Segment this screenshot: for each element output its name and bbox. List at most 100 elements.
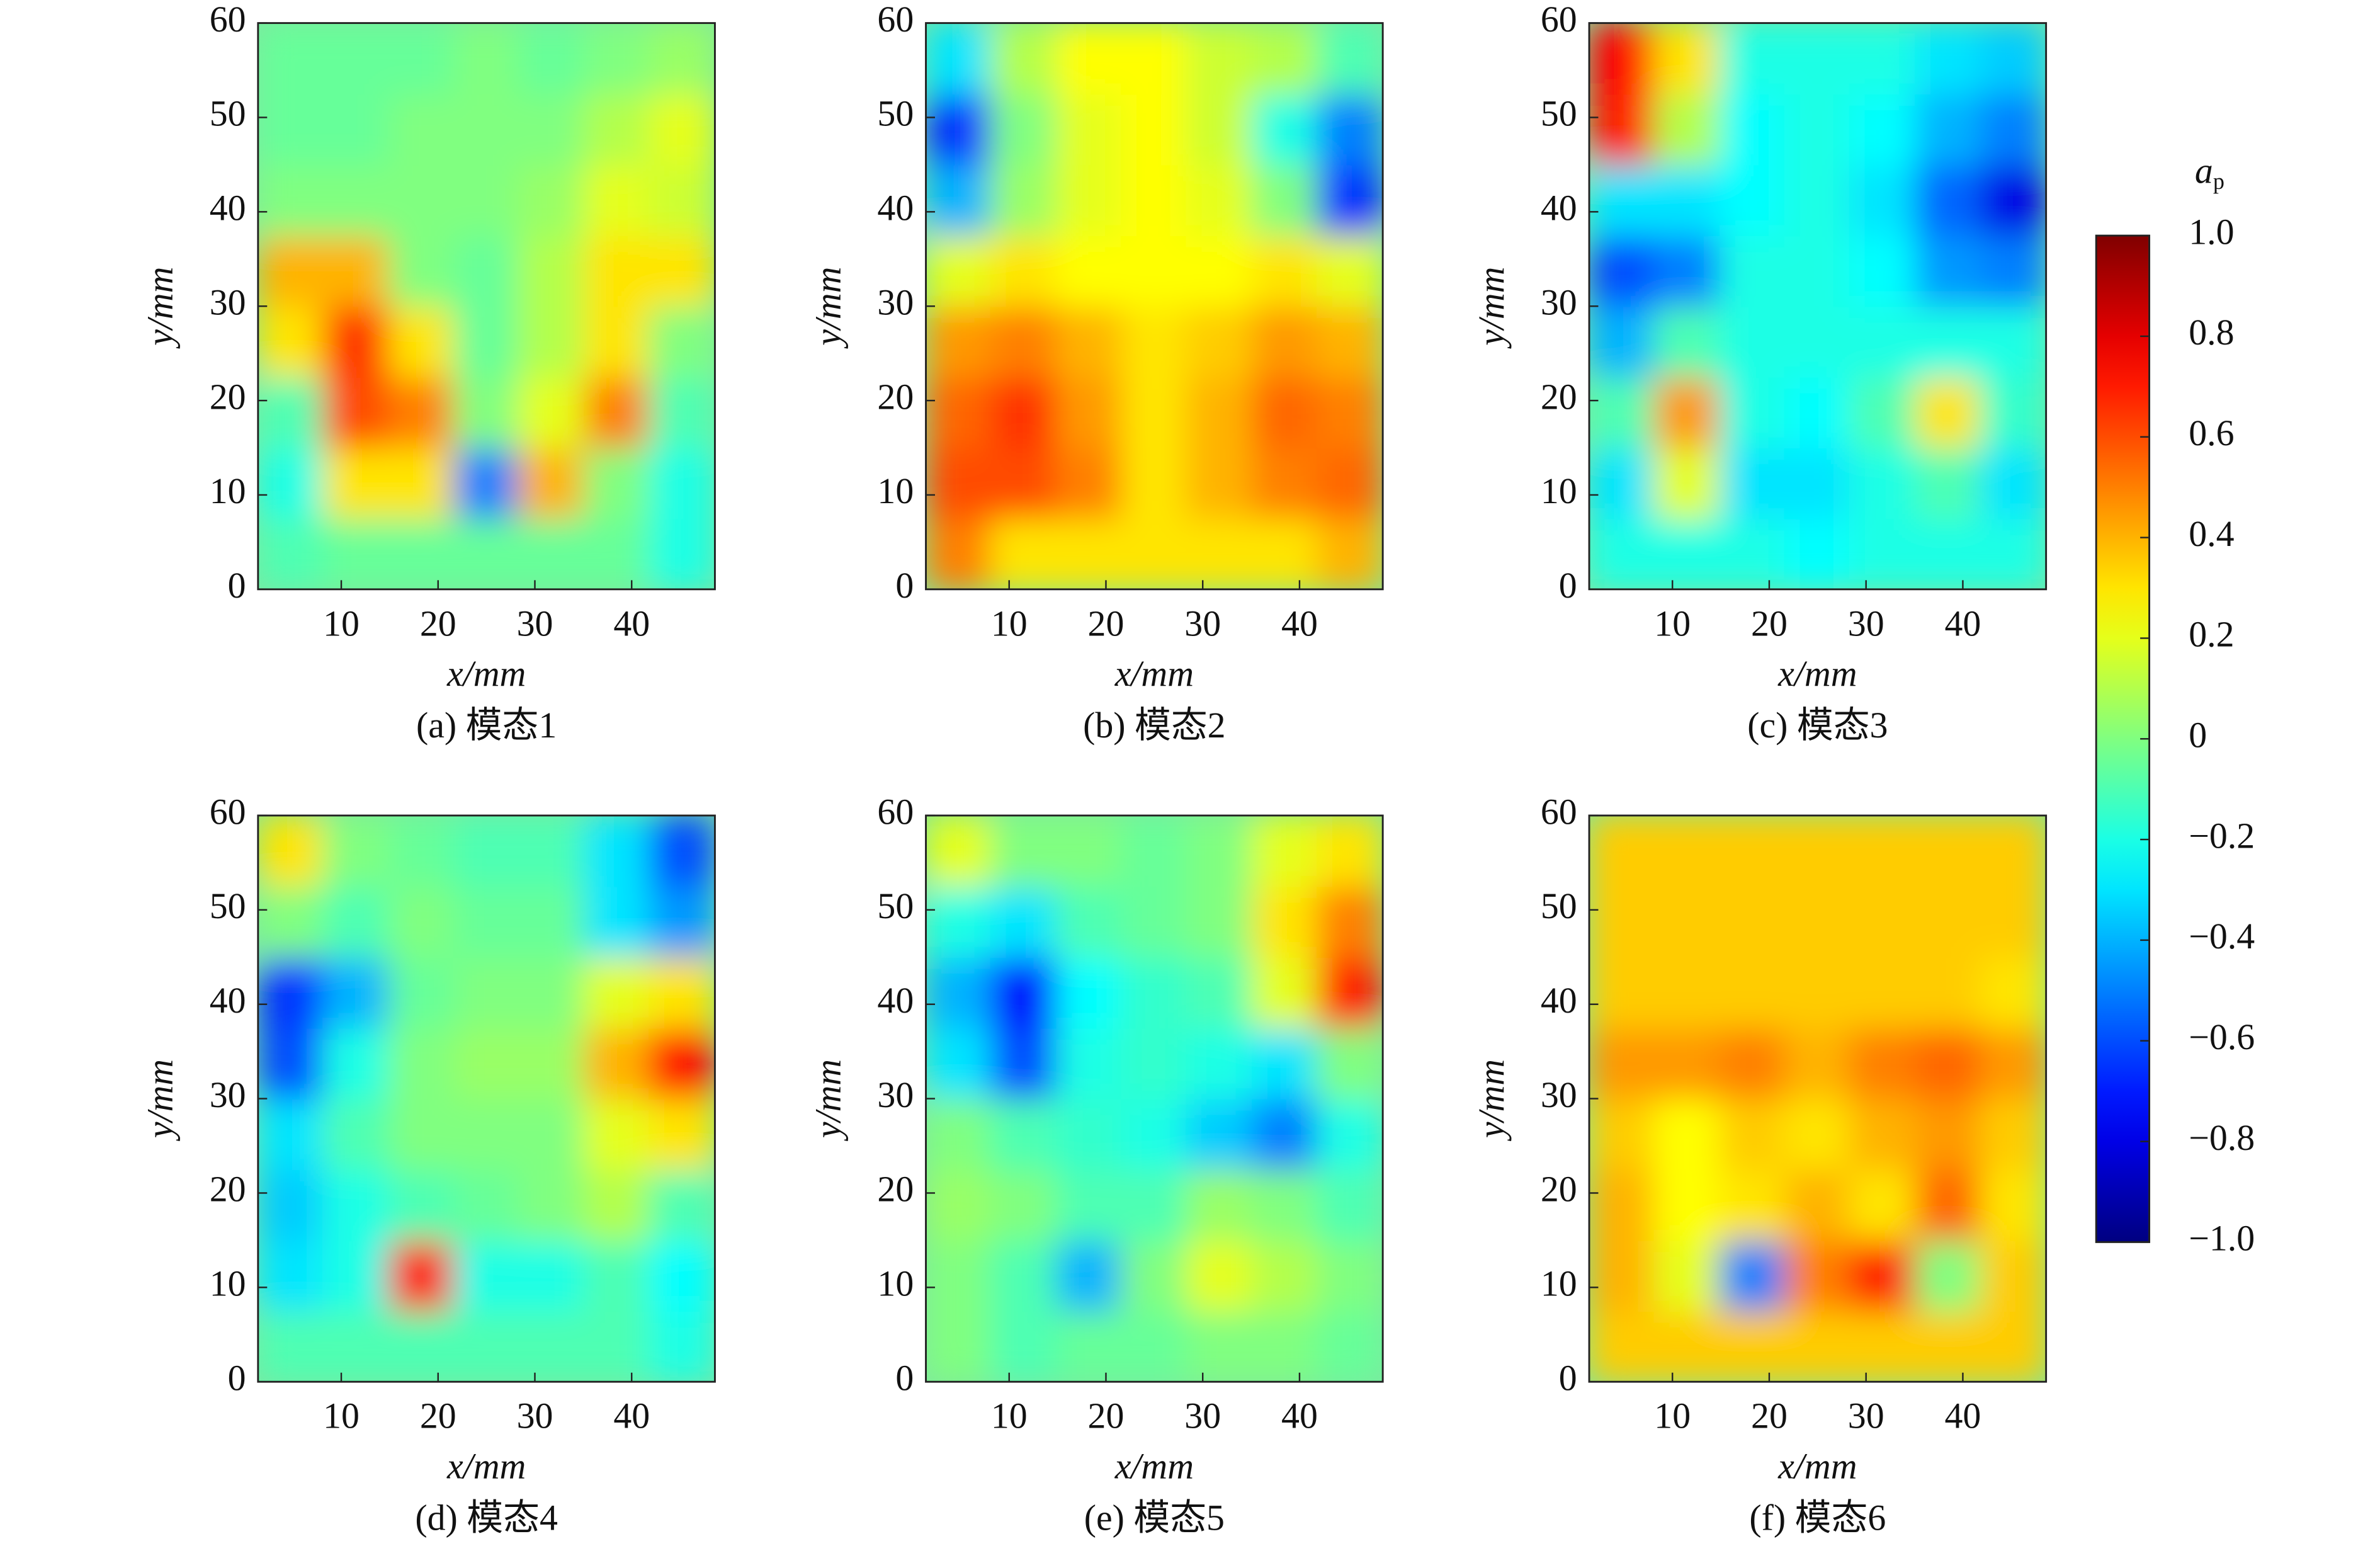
heat-cell xyxy=(584,815,651,887)
heat-cell xyxy=(1653,885,1721,958)
heat-cell xyxy=(1121,1098,1188,1171)
heat-cell xyxy=(1849,1310,1916,1382)
heat-cell xyxy=(1849,446,1916,520)
heat-cell xyxy=(1589,885,1656,958)
x-axis-label: x/mm xyxy=(446,653,526,694)
panel-caption: (a) 模态1 xyxy=(416,705,557,746)
heat-cell xyxy=(1316,1098,1383,1171)
y-tick-label: 10 xyxy=(1541,470,1577,511)
heatmap xyxy=(1589,815,2046,1382)
heat-cell xyxy=(1589,956,1656,1029)
y-axis-label: y/mm xyxy=(807,267,848,349)
heat-cell xyxy=(1251,93,1318,166)
heat-cell xyxy=(388,1098,455,1171)
heat-cell xyxy=(1316,815,1383,887)
y-tick-label: 30 xyxy=(877,1074,914,1115)
heat-cell xyxy=(584,956,651,1029)
plot-area xyxy=(926,815,1383,1382)
heat-cell xyxy=(1915,815,1982,887)
heat-cell xyxy=(1653,376,1721,449)
heat-cell xyxy=(1980,376,2046,449)
heat-cell xyxy=(584,1168,651,1241)
heat-cell xyxy=(453,305,520,378)
heat-cell xyxy=(388,376,455,449)
heat-cell xyxy=(453,518,520,589)
x-tick-label: 10 xyxy=(323,1395,360,1436)
heat-cell xyxy=(1056,446,1123,520)
heat-cell xyxy=(518,1026,585,1100)
heat-cell xyxy=(926,1026,992,1100)
x-axis-label: x/mm xyxy=(446,1445,526,1486)
heat-cell xyxy=(388,1168,455,1241)
heat-cell xyxy=(1784,446,1851,520)
heat-cell xyxy=(258,518,325,589)
heat-cell xyxy=(1589,23,1656,95)
heat-cell xyxy=(584,885,651,958)
y-tick-label: 10 xyxy=(877,1263,914,1304)
heat-cell xyxy=(1056,815,1123,887)
heat-cell xyxy=(1121,446,1188,520)
x-axis-label: x/mm xyxy=(1114,1445,1194,1486)
heat-cell xyxy=(518,1239,585,1312)
heat-cell xyxy=(388,815,455,887)
heat-cell xyxy=(649,376,715,449)
heat-cell xyxy=(453,376,520,449)
heat-cell xyxy=(584,234,651,307)
heat-cell xyxy=(926,956,992,1029)
heat-cell xyxy=(1719,885,1786,958)
heat-cell xyxy=(1915,885,1982,958)
x-tick-label: 10 xyxy=(1654,603,1691,644)
heat-cell xyxy=(1251,1026,1318,1100)
panel-caption: (c) 模态3 xyxy=(1747,705,1888,746)
heat-cell xyxy=(1186,23,1253,95)
heat-cell xyxy=(258,305,325,378)
heat-cell xyxy=(518,376,585,449)
x-tick-label: 30 xyxy=(1184,1395,1221,1436)
heat-cell xyxy=(388,164,455,237)
panel-caption: (e) 模态5 xyxy=(1084,1497,1225,1538)
heat-cell xyxy=(388,518,455,589)
heat-cell xyxy=(1316,518,1383,589)
y-tick-label: 40 xyxy=(210,980,246,1021)
heat-cell xyxy=(584,1098,651,1171)
heat-cell xyxy=(649,446,715,520)
y-axis-label: y/mm xyxy=(140,1059,181,1141)
heat-cell xyxy=(1849,1168,1916,1241)
y-axis-label: y/mm xyxy=(807,1059,848,1141)
y-tick-label: 20 xyxy=(877,376,914,417)
heat-cell xyxy=(1980,1310,2046,1382)
colorbar-tick-label: 0 xyxy=(2189,715,2207,756)
y-tick-label: 10 xyxy=(210,470,246,511)
heat-cell xyxy=(518,1310,585,1382)
heat-cell xyxy=(926,93,992,166)
heat-cell xyxy=(1784,376,1851,449)
heat-cell xyxy=(1121,93,1188,166)
heat-cell xyxy=(1251,518,1318,589)
x-tick-label: 40 xyxy=(1945,603,1981,644)
heat-cell xyxy=(1251,23,1318,95)
colorbar-label-main: a xyxy=(2195,151,2213,191)
heat-cell xyxy=(1849,376,1916,449)
heat-cell xyxy=(649,164,715,237)
heat-cell xyxy=(1186,305,1253,378)
heat-cell xyxy=(990,1026,1057,1100)
heat-cell xyxy=(584,164,651,237)
panel-caption: (f) 模态6 xyxy=(1749,1497,1886,1538)
y-tick-label: 30 xyxy=(210,281,246,322)
heat-cell xyxy=(1056,305,1123,378)
heat-cell xyxy=(518,305,585,378)
x-tick-label: 40 xyxy=(1281,603,1318,644)
heat-cell xyxy=(649,1310,715,1382)
heat-cell xyxy=(1251,885,1318,958)
heat-cell xyxy=(1784,234,1851,307)
colorbar-tick-label: 1.0 xyxy=(2189,211,2234,252)
heat-cell xyxy=(926,234,992,307)
heat-cell xyxy=(1915,305,1982,378)
heat-cell xyxy=(1589,1239,1656,1312)
x-tick-label: 20 xyxy=(1088,603,1125,644)
y-tick-label: 20 xyxy=(1541,376,1577,417)
heat-cell xyxy=(926,376,992,449)
heat-cell xyxy=(649,1239,715,1312)
heat-cell xyxy=(1251,376,1318,449)
heat-cell xyxy=(1186,93,1253,166)
